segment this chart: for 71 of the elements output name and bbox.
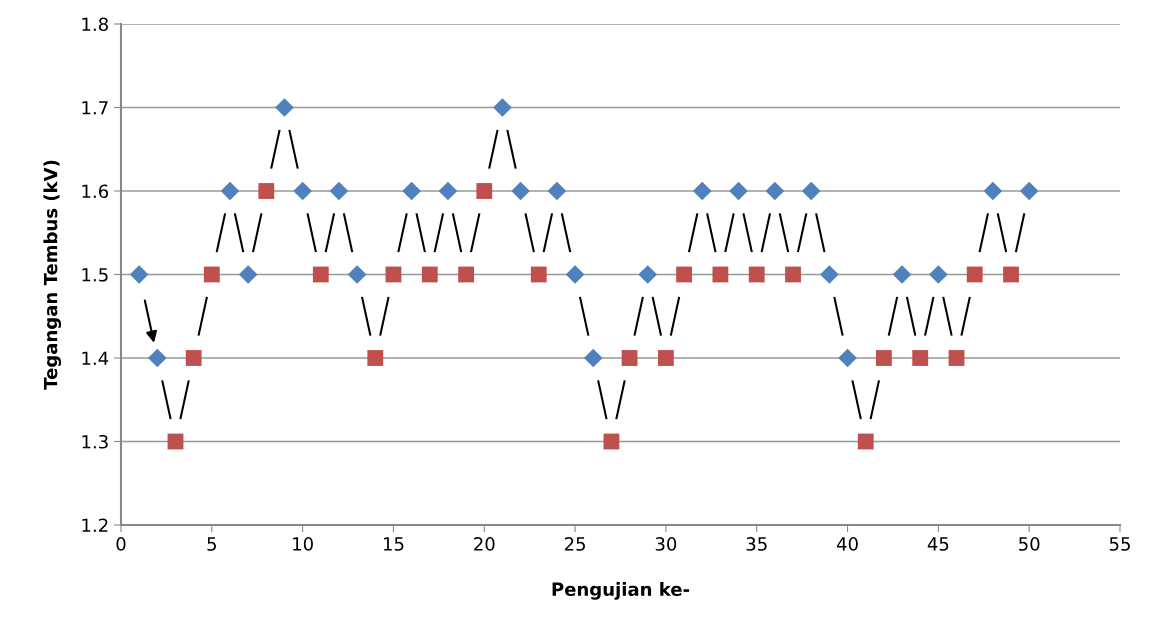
x-tick-label: 45 <box>927 537 949 551</box>
y-tick-label: 1.8 <box>82 17 108 32</box>
x-tick-label: 0 <box>116 537 126 551</box>
point <box>948 350 965 366</box>
point <box>748 266 765 283</box>
x-tick-label: 50 <box>1019 537 1040 551</box>
point <box>983 181 1003 201</box>
point <box>838 348 857 368</box>
point <box>820 265 839 284</box>
point <box>1003 266 1019 283</box>
point <box>367 350 384 366</box>
point <box>511 181 530 201</box>
x-tick-label: 40 <box>836 537 858 551</box>
point <box>1019 181 1039 201</box>
point <box>530 266 547 283</box>
point <box>912 350 929 366</box>
x-tick-label: 10 <box>293 537 313 551</box>
x-axis-title: Pengujian ke- <box>552 582 690 600</box>
point <box>385 266 402 283</box>
y-tick-label: 1.4 <box>82 351 109 365</box>
point <box>312 266 329 283</box>
point <box>547 181 567 201</box>
y-axis-title: Tegangan Tembus (kV) <box>43 160 62 390</box>
y-tick-label: 1.2 <box>82 518 108 532</box>
y-tick-label: 1.3 <box>82 434 108 449</box>
point <box>857 433 874 450</box>
point <box>402 181 421 201</box>
point <box>167 433 184 450</box>
x-tick-label: 35 <box>746 537 767 551</box>
point <box>258 183 275 199</box>
point <box>203 266 220 283</box>
point <box>493 98 512 117</box>
point <box>220 181 240 201</box>
point <box>785 266 801 283</box>
point <box>148 348 167 368</box>
x-tick-label: 5 <box>207 537 216 551</box>
x-tick-label: 30 <box>655 537 677 551</box>
point <box>801 181 821 201</box>
x-tick-label: 20 <box>474 537 495 551</box>
point <box>875 350 892 366</box>
point <box>275 98 294 117</box>
point <box>293 181 312 201</box>
point <box>458 266 475 283</box>
y-tick-label: 1.5 <box>82 268 108 282</box>
point <box>347 265 367 284</box>
point <box>421 266 438 283</box>
point <box>329 181 349 201</box>
x-tick-label: 55 <box>1109 537 1130 551</box>
x-tick-label: 25 <box>564 537 585 551</box>
point <box>583 348 603 368</box>
y-tick-label: 1.6 <box>82 184 109 199</box>
point <box>129 265 149 284</box>
point <box>929 265 948 284</box>
point <box>603 433 620 450</box>
point <box>185 350 202 366</box>
point <box>676 266 692 283</box>
point <box>476 183 493 199</box>
point <box>638 265 658 284</box>
point <box>765 181 785 201</box>
point <box>621 350 638 366</box>
point <box>692 181 712 201</box>
point <box>238 265 258 284</box>
point <box>438 181 458 201</box>
x-tick-label: 15 <box>383 537 404 551</box>
point <box>966 266 983 283</box>
y-tick-label: 1.7 <box>82 101 108 115</box>
point <box>892 265 912 284</box>
point <box>657 350 674 366</box>
point <box>565 265 585 284</box>
point <box>712 266 729 283</box>
point <box>729 181 748 201</box>
